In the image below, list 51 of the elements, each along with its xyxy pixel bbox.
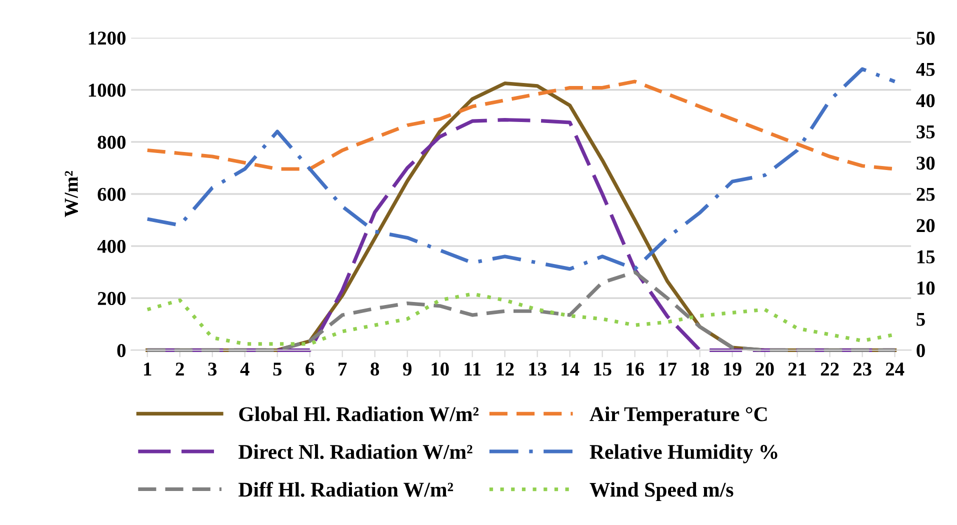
x-tick-label: 7 — [338, 362, 347, 376]
x-tick-label: 19 — [724, 362, 742, 376]
x-tick-label: 1 — [144, 362, 152, 376]
x-tick-label: 6 — [306, 362, 314, 376]
y2-tick-label: 0 — [916, 344, 925, 358]
x-tick-label: 9 — [403, 362, 412, 376]
x-tick-label: 4 — [240, 362, 250, 376]
y-tick-label: 600 — [98, 188, 126, 201]
y2-tick-label: 45 — [916, 62, 935, 76]
y-tick-label: 800 — [98, 136, 126, 149]
y2-tick-label: 15 — [917, 250, 935, 264]
x-tick-label: 5 — [273, 362, 282, 376]
y-tick-label: 0 — [117, 344, 126, 358]
y2-tick-label: 40 — [916, 94, 935, 108]
x-tick-label: 12 — [496, 362, 514, 376]
x-tick-label: 17 — [659, 362, 677, 376]
y-tick-label: 1000 — [88, 84, 126, 97]
y2-tick-label: 5 — [916, 312, 925, 326]
line-series — [146, 270, 897, 352]
y2-tick-label: 35 — [916, 125, 935, 138]
x-tick-label: 20 — [756, 362, 774, 376]
x-tick-label: 13 — [529, 362, 546, 376]
x-tick-label: 21 — [788, 362, 806, 376]
x-tick-label: 11 — [464, 362, 481, 376]
x-tick-label: 15 — [594, 362, 612, 376]
legend-label: Diff Hl. Radiation W/m² — [238, 482, 454, 497]
x-tick-label: 14 — [562, 362, 580, 376]
x-tick-label: 18 — [692, 362, 709, 376]
x-tick-label: 16 — [626, 362, 644, 376]
legend-label: Wind Speed m/s — [590, 482, 734, 502]
legend-label: Relative Humidity % — [590, 444, 778, 464]
y2-tick-label: 50 — [916, 32, 935, 45]
x-tick-label: 3 — [208, 362, 217, 376]
x-tick-label: 8 — [370, 362, 380, 376]
y-tick-label: 1200 — [88, 32, 126, 45]
legend-label: Direct Nl. Radiation W/m² — [238, 444, 472, 460]
line-series — [146, 67, 897, 271]
y2-tick-label: 10 — [917, 282, 935, 295]
y2-tick-label: 30 — [916, 156, 935, 170]
y-tick-label: 400 — [97, 240, 126, 253]
y2-tick-label: 25 — [916, 188, 935, 201]
x-tick-label: 10 — [432, 362, 449, 376]
x-tick-label: 2 — [176, 362, 184, 376]
x-tick-label: 22 — [820, 362, 839, 376]
y2-tick-label: 20 — [916, 219, 935, 232]
x-tick-label: 23 — [853, 362, 872, 376]
y-axis-title: W/m² — [64, 171, 78, 218]
legend-label: Global Hl. Radiation W/m² — [239, 406, 479, 422]
x-tick-label: 24 — [886, 362, 904, 376]
y-tick-label: 200 — [98, 292, 126, 306]
legend-label: Air Temperature °C — [590, 406, 767, 426]
